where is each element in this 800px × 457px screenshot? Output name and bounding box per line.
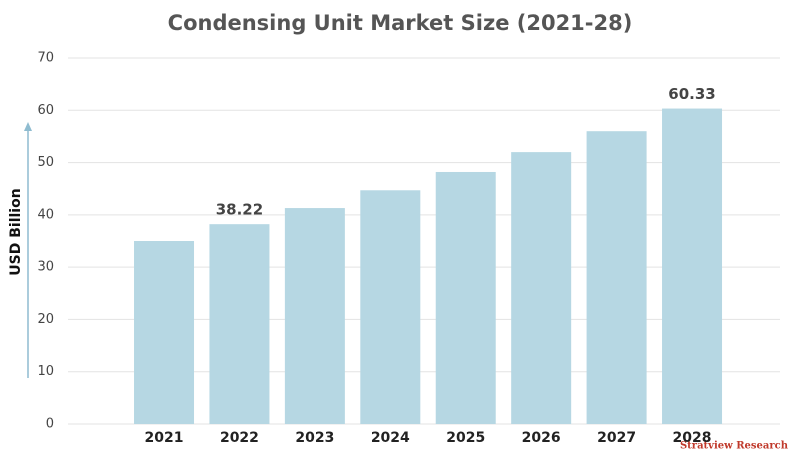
x-tick-label: 2022	[220, 430, 259, 446]
bar	[662, 108, 723, 424]
y-tick-label: 40	[37, 207, 54, 222]
x-tick-label: 2027	[597, 430, 636, 446]
axis-arrow-head	[24, 122, 32, 131]
bar	[134, 241, 195, 424]
watermark: Stratview Research	[680, 441, 789, 452]
y-axis-label: USD Billion	[8, 188, 24, 275]
data-label: 38.22	[216, 201, 263, 219]
bar	[511, 152, 572, 424]
bar	[360, 190, 421, 424]
x-tick-label: 2028	[673, 430, 712, 446]
bar	[586, 131, 647, 424]
x-tick-label: 2023	[295, 430, 334, 446]
y-tick-label: 70	[37, 51, 54, 66]
y-tick-label: 30	[37, 260, 54, 275]
chart-title: Condensing Unit Market Size (2021-28)	[168, 11, 633, 35]
y-tick-label: 10	[37, 364, 54, 379]
bar	[284, 208, 345, 424]
y-tick-label: 60	[37, 103, 54, 118]
x-tick-label: 2021	[145, 430, 184, 446]
x-tick-label: 2024	[371, 430, 410, 446]
bar	[435, 171, 496, 424]
y-tick-label: 50	[37, 155, 54, 170]
x-tick-label: 2025	[446, 430, 485, 446]
y-tick-label: 0	[46, 417, 54, 432]
data-label: 60.33	[668, 85, 715, 103]
x-tick-label: 2026	[522, 430, 561, 446]
y-tick-label: 20	[37, 312, 54, 327]
bar	[209, 224, 270, 424]
